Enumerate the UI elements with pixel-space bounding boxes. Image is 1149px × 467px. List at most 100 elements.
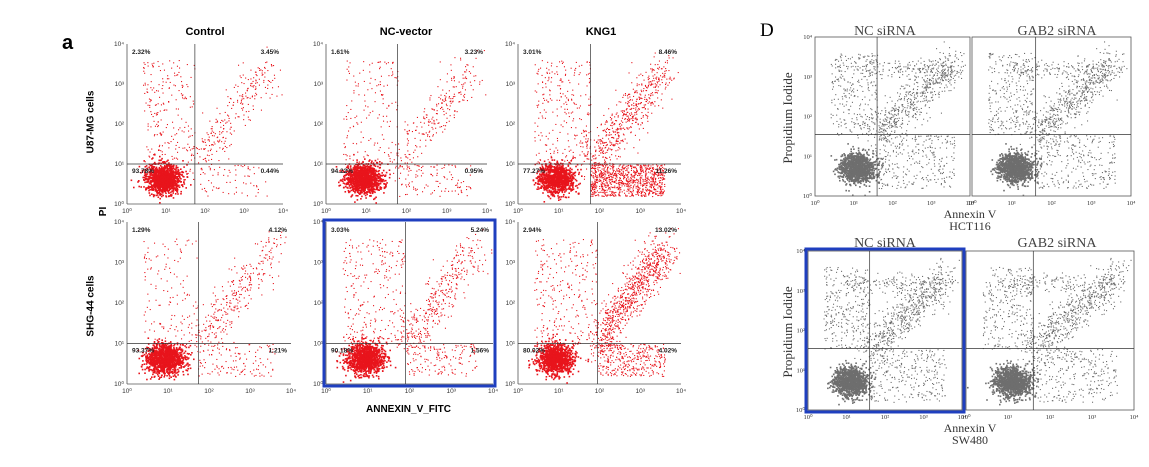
quadrant-lower-left: 94.22% [331,168,353,175]
col-title-nc-sirna-top: NC siRNA [854,24,916,40]
quadrant-lower-right: 0.44% [261,168,280,175]
dot-cloud [967,257,1132,406]
panel-d-letter: D [760,20,774,42]
quadrant-upper-left: 2.32% [132,49,151,56]
row-title-u87: U87-MG cells [86,91,97,154]
quadrant-upper-left: 3.03% [331,227,350,234]
quadrant-lower-right: 0.95% [465,168,484,175]
x-tick-label: 10⁴ [278,208,288,215]
quadrant-lower-left: 93.78% [132,168,154,175]
y-tick-label: 10³ [314,81,324,88]
quadrant-upper-right: 8.46% [659,49,678,56]
y-tick-label: 10⁰ [313,200,323,208]
x-tick-label: 10⁴ [676,388,686,395]
x-tick-label: 10³ [636,388,646,395]
quadrant-lower-left: 90.18% [331,348,353,355]
quadrant-upper-right: 3.23% [465,49,484,56]
col-title-kng1: KNG1 [586,26,617,38]
y-tick-label: 10¹ [506,161,516,168]
x-tick-label: 10² [595,388,605,395]
x-tick-label: 10⁰ [803,413,813,421]
y-tick-label: 10² [797,328,806,335]
x-tick-label: 10² [881,414,890,421]
y-tick-label: 10¹ [314,161,324,168]
x-tick-label: 10⁰ [122,207,132,215]
col-title-control: Control [185,26,224,38]
y-tick-label: 10⁴ [803,34,813,41]
plot-frame [814,36,971,197]
y-tick-label: 10² [506,121,516,128]
y-tick-label: 10⁴ [313,219,323,226]
y-axis-label-pi-top: Propidium Iodide [780,72,796,163]
x-tick-label: 10⁰ [513,387,523,395]
y-tick-label: 10² [115,300,125,307]
dot-cloud [528,228,681,384]
x-tick-label: 10² [200,208,210,215]
quadrant-upper-left: 3.01% [523,49,542,56]
panel-a-letter: a [62,32,73,55]
x-tick-label: 10⁴ [966,200,976,207]
x-tick-label: 10¹ [363,388,373,395]
y-tick-label: 10³ [797,288,806,295]
plot-frame [807,250,963,411]
x-tick-label: 10³ [927,200,936,207]
x-tick-label: 10² [595,208,605,215]
x-tick-label: 10² [405,388,415,395]
y-tick-label: 10⁰ [803,192,813,200]
x-tick-label: 10⁴ [1127,200,1137,207]
dot-cloud [130,46,283,204]
dot-cloud [823,257,960,406]
y-tick-label: 10³ [115,81,125,88]
x-tick-label: 10⁴ [958,414,968,421]
x-tick-label: 10³ [442,208,452,215]
highlight-box [804,247,966,414]
x-tick-label: 10³ [1088,414,1097,421]
y-axis-label-pi: PI [98,207,109,216]
quadrant-upper-right: 5.24% [471,227,490,234]
x-tick-label: 10⁰ [122,387,132,395]
quadrant-upper-right: 3.45% [261,49,280,56]
x-tick-label: 10¹ [163,388,173,395]
x-tick-label: 10⁴ [488,388,498,395]
x-tick-label: 10⁰ [967,199,977,207]
x-tick-label: 10² [1046,414,1055,421]
x-tick-label: 10² [1047,200,1056,207]
quadrant-lower-left: 93.37% [132,348,154,355]
row-title-shg44: SHG-44 cells [86,275,97,336]
x-tick-label: 10¹ [1004,414,1013,421]
y-tick-label: 10⁴ [796,248,806,255]
x-tick-label: 10³ [636,208,646,215]
x-tick-label: 10⁰ [321,207,331,215]
dot-cloud [532,52,679,203]
col-title-gab2-sirna-bottom: GAB2 siRNA [1018,236,1097,252]
x-tick-label: 10² [204,388,214,395]
quadrant-upper-left: 1.61% [331,49,350,56]
x-tick-label: 10¹ [1008,200,1017,207]
y-tick-label: 10³ [804,74,813,81]
y-tick-label: 10⁰ [505,200,515,208]
x-axis-label-annexin-bottom: Annexin V [944,421,997,436]
quadrant-upper-left: 1.29% [132,227,151,234]
y-tick-label: 10² [115,121,125,128]
x-tick-label: 10³ [239,208,249,215]
y-tick-label: 10³ [314,260,324,267]
y-tick-label: 10⁴ [505,41,515,48]
y-tick-label: 10⁴ [313,41,323,48]
x-tick-label: 10¹ [161,208,171,215]
x-tick-label: 10³ [447,388,457,395]
x-tick-label: 10⁰ [513,207,523,215]
y-tick-label: 10¹ [115,341,125,348]
y-tick-label: 10⁰ [505,380,515,388]
y-tick-label: 10¹ [115,161,125,168]
y-tick-label: 10⁴ [114,219,124,226]
x-axis-label-annexin-top: Annexin V [944,207,997,222]
plot-frame [965,250,1135,411]
dot-cloud [988,41,1128,197]
y-tick-label: 10⁴ [114,41,124,48]
col-title-nc-vector: NC-vector [380,26,433,38]
